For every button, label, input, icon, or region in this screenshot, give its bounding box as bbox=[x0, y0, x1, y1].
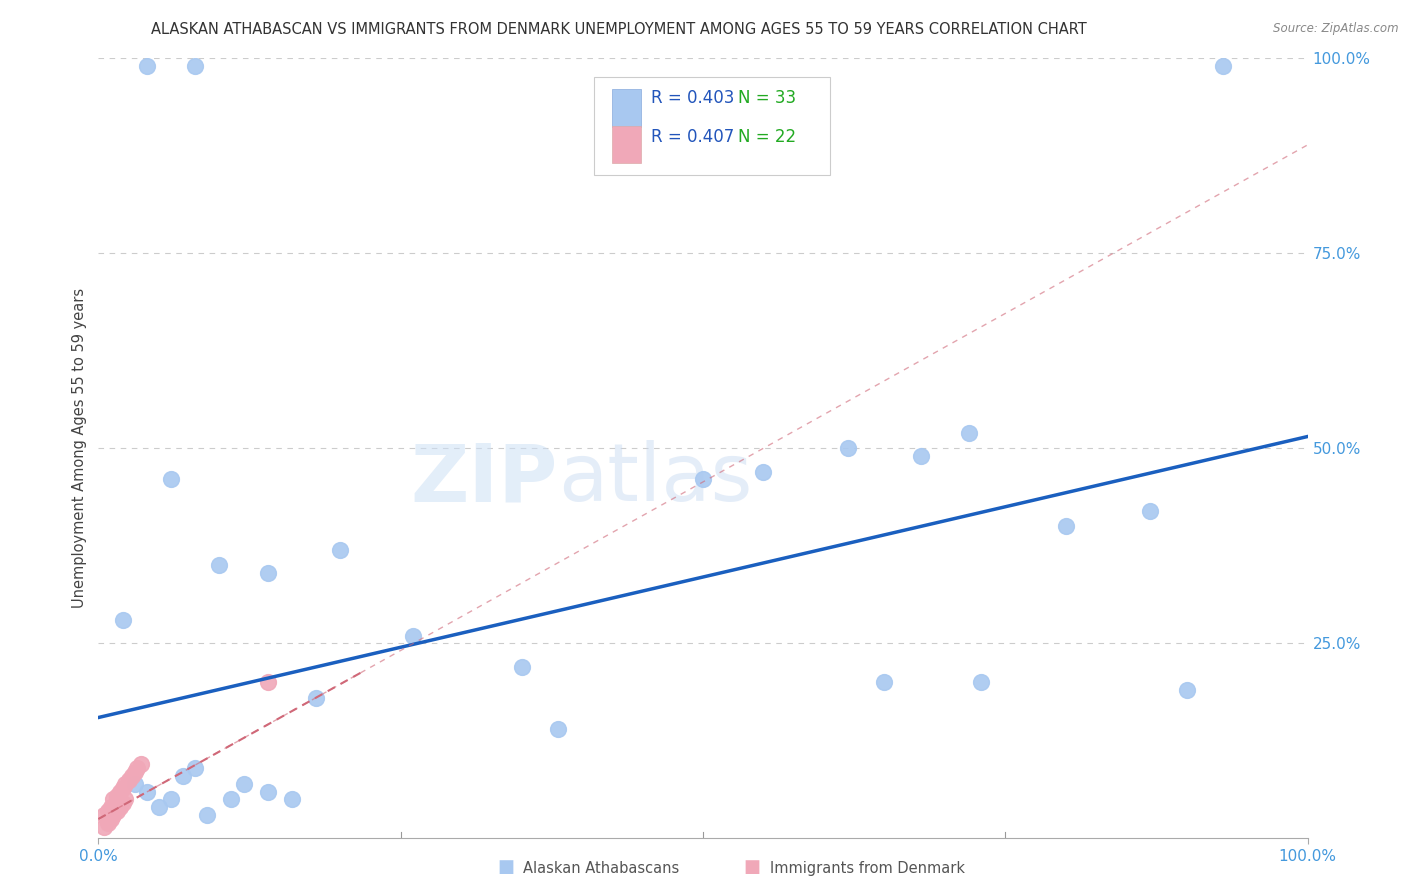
Point bbox=[93, 808, 115, 822]
Point bbox=[256, 675, 278, 690]
Point bbox=[692, 472, 714, 486]
Text: ZIP: ZIP bbox=[411, 441, 558, 518]
Point bbox=[108, 800, 131, 814]
Point bbox=[1139, 503, 1161, 517]
Point bbox=[172, 769, 194, 783]
Point bbox=[124, 765, 146, 780]
Point bbox=[105, 804, 128, 818]
Point bbox=[93, 820, 115, 834]
Point bbox=[221, 792, 243, 806]
Point bbox=[232, 777, 254, 791]
Point bbox=[329, 542, 352, 557]
Text: Immigrants from Denmark: Immigrants from Denmark bbox=[770, 861, 966, 876]
Point bbox=[547, 722, 569, 736]
Point bbox=[1175, 683, 1198, 698]
Text: ALASKAN ATHABASCAN VS IMMIGRANTS FROM DENMARK UNEMPLOYMENT AMONG AGES 55 TO 59 Y: ALASKAN ATHABASCAN VS IMMIGRANTS FROM DE… bbox=[150, 22, 1087, 37]
Point bbox=[752, 465, 775, 479]
Text: R = 0.407: R = 0.407 bbox=[651, 128, 734, 146]
Point bbox=[108, 785, 131, 799]
Point bbox=[305, 690, 328, 705]
Point bbox=[510, 659, 533, 674]
Text: N = 22: N = 22 bbox=[738, 128, 796, 146]
Text: ■: ■ bbox=[498, 858, 515, 876]
Point bbox=[256, 566, 278, 580]
Point bbox=[118, 772, 141, 787]
Point bbox=[105, 789, 128, 803]
Text: Source: ZipAtlas.com: Source: ZipAtlas.com bbox=[1274, 22, 1399, 36]
Point bbox=[402, 628, 425, 642]
Point bbox=[111, 613, 134, 627]
Point bbox=[100, 812, 122, 826]
Point bbox=[837, 441, 859, 455]
Y-axis label: Unemployment Among Ages 55 to 59 years: Unemployment Among Ages 55 to 59 years bbox=[72, 288, 87, 608]
Point bbox=[148, 800, 170, 814]
Point bbox=[129, 757, 152, 772]
Point bbox=[121, 769, 143, 783]
Point bbox=[195, 808, 218, 822]
Point bbox=[135, 59, 157, 73]
Point bbox=[111, 797, 134, 811]
Point bbox=[208, 558, 231, 573]
Point bbox=[970, 675, 993, 690]
Point bbox=[100, 800, 122, 814]
Text: N = 33: N = 33 bbox=[738, 89, 796, 107]
Point bbox=[1054, 519, 1077, 533]
Point bbox=[111, 780, 134, 795]
Point bbox=[97, 815, 120, 830]
Point bbox=[160, 472, 183, 486]
Point bbox=[101, 792, 124, 806]
Point bbox=[957, 425, 980, 440]
Text: Alaskan Athabascans: Alaskan Athabascans bbox=[523, 861, 679, 876]
Point bbox=[184, 59, 207, 73]
Point bbox=[256, 785, 278, 799]
Point bbox=[124, 777, 146, 791]
Point bbox=[135, 785, 157, 799]
Point bbox=[910, 449, 932, 463]
Text: atlas: atlas bbox=[558, 441, 752, 518]
Point bbox=[97, 804, 120, 818]
Point bbox=[1212, 59, 1234, 73]
Text: ■: ■ bbox=[744, 858, 761, 876]
Point bbox=[114, 792, 136, 806]
Point bbox=[281, 792, 304, 806]
Point bbox=[114, 777, 136, 791]
Point bbox=[873, 675, 896, 690]
Point bbox=[184, 761, 207, 775]
Bar bbox=[613, 89, 641, 127]
Point bbox=[127, 761, 149, 775]
FancyBboxPatch shape bbox=[595, 78, 830, 175]
Bar bbox=[613, 126, 641, 163]
Point bbox=[160, 792, 183, 806]
Point bbox=[101, 808, 124, 822]
Text: R = 0.403: R = 0.403 bbox=[651, 89, 734, 107]
